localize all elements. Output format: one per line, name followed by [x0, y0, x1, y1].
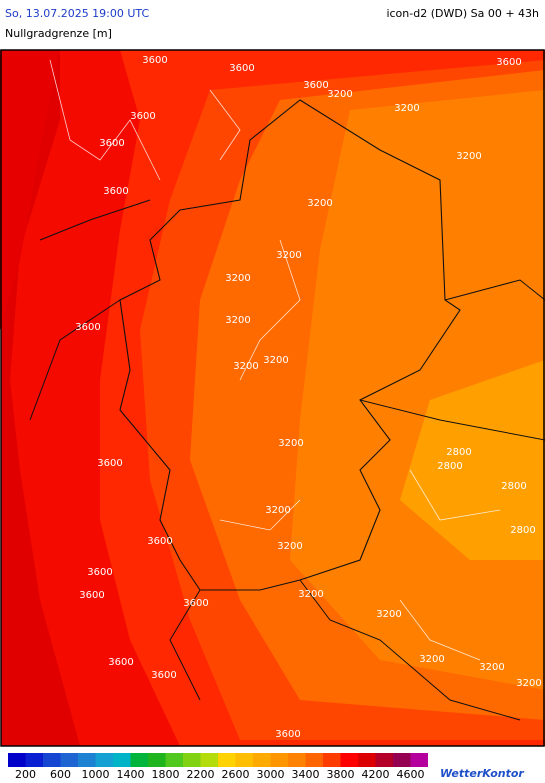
colorbar-swatch — [183, 753, 201, 767]
contour-label: 3600 — [183, 598, 208, 609]
contour-label: 3200 — [225, 315, 250, 326]
parameter: Nullgradgrenze [m] — [5, 27, 112, 40]
colorbar-label: 3800 — [327, 768, 355, 781]
contour-label: 3600 — [275, 729, 300, 740]
colorbar-label: 1000 — [82, 768, 110, 781]
contour-label: 3600 — [97, 458, 122, 469]
contour-label: 3200 — [278, 438, 303, 449]
colorbar-swatch — [288, 753, 306, 767]
colorbar-swatch — [358, 753, 376, 767]
colorbar-swatch — [60, 753, 78, 767]
colorbar-swatch — [235, 753, 253, 767]
contour-label: 3200 — [307, 198, 332, 209]
contour — [49, 59, 501, 661]
contour-label: 3200 — [276, 250, 301, 261]
contour-label: 3600 — [303, 80, 328, 91]
colorbar-label: 4600 — [397, 768, 425, 781]
colorbar-swatch — [43, 753, 61, 767]
colorbar-label: 2200 — [187, 768, 215, 781]
contour-label: 3600 — [103, 186, 128, 197]
colorbar-swatch — [410, 753, 428, 767]
contour-label: 3600 — [75, 322, 100, 333]
contour-label: 3600 — [229, 63, 254, 74]
map: 3600360036003200360032003600360032003600… — [0, 49, 545, 747]
map-frame — [0, 49, 545, 747]
contour-label: 3200 — [225, 273, 250, 284]
contour-label: 2800 — [446, 447, 471, 458]
colorbar-swatch — [323, 753, 341, 767]
contour-label: 3200 — [516, 678, 541, 689]
contour-label: 3200 — [277, 541, 302, 552]
contour-label: 3600 — [87, 567, 112, 578]
contour-label: 3600 — [151, 670, 176, 681]
model-run: icon-d2 (DWD) Sa 00 + 43h — [386, 7, 539, 20]
colorbar-swatch — [113, 753, 131, 767]
field — [400, 360, 545, 560]
contour-label: 2800 — [437, 461, 462, 472]
colorbar-swatch — [375, 753, 393, 767]
colorbar-label: 3000 — [257, 768, 285, 781]
colorbar-swatch — [253, 753, 271, 767]
contour-label: 3200 — [394, 103, 419, 114]
colorbar-label: 3400 — [292, 768, 320, 781]
contour-label: 3600 — [142, 55, 167, 66]
colorbar-swatch — [305, 753, 323, 767]
colorbar-swatch — [393, 753, 411, 767]
colorbar-swatch — [25, 753, 43, 767]
colorbar-swatch — [340, 753, 358, 767]
field — [0, 50, 60, 330]
brand: WetterKontor — [440, 767, 524, 780]
colorbar-swatch — [130, 753, 148, 767]
colorbar-label: 600 — [50, 768, 71, 781]
colorbar-label: 2600 — [222, 768, 250, 781]
contour-label: 3200 — [263, 355, 288, 366]
contour-label: 3600 — [108, 657, 133, 668]
contour-label: 3200 — [376, 609, 401, 620]
contour-label: 3200 — [419, 654, 444, 665]
colorbar: 200 600 1000 1400 1800 2200 2600 3000 3400 3800 42… — [8, 753, 428, 781]
contour-label: 3200 — [327, 89, 352, 100]
timestamp: So, 13.07.2025 19:00 UTC — [5, 7, 150, 20]
colorbar-swatch — [78, 753, 96, 767]
colorbar-swatch — [218, 753, 236, 767]
colorbar-swatch — [200, 753, 218, 767]
border — [119, 99, 461, 591]
contour-label: 3600 — [147, 536, 172, 547]
contour-label: 3600 — [496, 57, 521, 68]
contour-label: 3200 — [265, 505, 290, 516]
contour-label: 2800 — [501, 481, 526, 492]
colorbar-label: 1800 — [152, 768, 180, 781]
colorbar-swatch — [165, 753, 183, 767]
colorbar-swatch — [148, 753, 166, 767]
colorbar-label: 4200 — [362, 768, 390, 781]
border — [29, 199, 545, 721]
colorbar-swatch — [95, 753, 113, 767]
contour-label: 3600 — [130, 111, 155, 122]
contour-label: 2800 — [510, 525, 535, 536]
colorbar-swatch — [8, 753, 26, 767]
contour-label: 3200 — [298, 589, 323, 600]
contour-label: 3600 — [79, 590, 104, 601]
colorbar-label: 1400 — [117, 768, 145, 781]
colorbar-label: 200 — [15, 768, 36, 781]
contour-label: 3200 — [479, 662, 504, 673]
contour-label: 3200 — [233, 361, 258, 372]
contour-label: 3200 — [456, 151, 481, 162]
contour-label: 3600 — [99, 138, 124, 149]
colorbar-swatch — [270, 753, 288, 767]
